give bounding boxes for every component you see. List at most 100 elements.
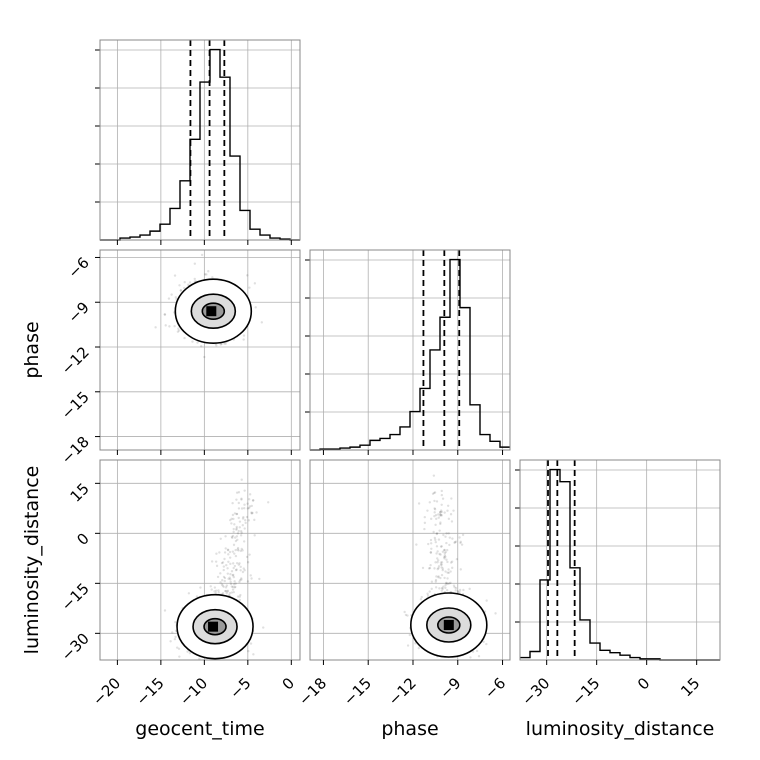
panel-phase-luminosity_distance: −18 −15 −12 −9 −6 (295, 459, 511, 709)
sample-point (253, 282, 257, 285)
sample-point (187, 592, 191, 595)
sample-point (223, 557, 226, 561)
sample-point (485, 599, 488, 602)
sample-point (446, 548, 449, 552)
sample-point (443, 552, 447, 555)
sample-point (403, 610, 406, 614)
sample-point (443, 511, 446, 514)
sample-point (232, 527, 235, 531)
sample-point (485, 642, 488, 646)
sample-point (447, 571, 450, 574)
sample-point (238, 598, 242, 602)
sample-point (419, 598, 423, 601)
sample-point (240, 497, 243, 500)
sample-point (437, 565, 441, 568)
sample-point (239, 569, 242, 572)
sample-point (234, 539, 238, 543)
sample-point (433, 491, 437, 494)
sample-point (447, 568, 450, 571)
sample-point (454, 586, 458, 590)
sample-point (231, 550, 235, 553)
sample-point (207, 270, 210, 273)
sample-point (414, 642, 417, 645)
sample-point (231, 536, 234, 540)
sample-point (226, 567, 229, 570)
sample-point (408, 633, 412, 637)
panel-frame (99, 249, 301, 451)
sample-point (225, 563, 228, 567)
histogram-geocent_time (100, 48, 300, 241)
sample-point (441, 567, 444, 570)
sample-point (439, 522, 442, 526)
sample-point (210, 588, 213, 591)
sample-point (232, 590, 235, 594)
sample-point (449, 570, 452, 573)
sample-point (444, 570, 447, 573)
sample-point (232, 583, 236, 586)
sample-point (459, 568, 462, 571)
sample-point (176, 330, 180, 333)
sample-point (432, 474, 436, 477)
sample-point (224, 589, 227, 593)
sample-point (453, 586, 456, 589)
sample-point (224, 589, 228, 593)
sample-point (456, 589, 460, 593)
sample-point (458, 590, 461, 594)
sample-point (168, 325, 171, 328)
sample-point (237, 549, 240, 552)
sample-point (258, 577, 261, 581)
sample-point (173, 637, 177, 641)
sample-point (236, 532, 240, 535)
sample-point (171, 631, 174, 634)
sample-point (439, 510, 442, 514)
sample-point (437, 566, 440, 570)
sample-point (437, 559, 440, 562)
sample-point (239, 530, 243, 533)
tick-label-y: −12 (58, 343, 93, 378)
sample-point (440, 503, 443, 506)
sample-point (420, 595, 423, 599)
sample-point (430, 547, 433, 550)
sample-point (237, 516, 240, 520)
sample-point (216, 575, 220, 579)
sample-point (444, 535, 447, 538)
sample-point (243, 507, 246, 510)
sample-point (232, 530, 235, 534)
panel-phase-hist (305, 249, 511, 455)
sample-point (436, 567, 439, 571)
sample-point (177, 329, 181, 332)
sample-point (199, 586, 202, 589)
sample-point (167, 297, 171, 300)
sample-point (223, 579, 226, 583)
sample-point (439, 513, 443, 517)
sample-point (449, 561, 453, 564)
sample-point (223, 342, 226, 345)
tick-label-x: −6 (481, 674, 509, 702)
panel-frame (99, 459, 301, 661)
sample-point (433, 491, 436, 495)
sample-point (186, 650, 189, 653)
sample-point (428, 501, 432, 504)
sample-point (222, 565, 226, 568)
sample-point (440, 493, 444, 497)
tick-label-x: 0 (634, 674, 653, 693)
sample-point (440, 566, 443, 569)
sample-point (434, 578, 438, 582)
sample-point (242, 334, 246, 337)
sample-point (439, 521, 442, 524)
sample-point (235, 568, 238, 571)
sample-point (442, 585, 445, 588)
tick-label-x: −9 (436, 674, 464, 702)
sample-point (428, 590, 431, 593)
sample-point (243, 489, 246, 492)
sample-point (233, 523, 236, 526)
sample-point (246, 561, 250, 564)
sample-point (236, 548, 239, 551)
sample-point (243, 569, 246, 572)
sample-point (443, 576, 446, 580)
sample-point (215, 564, 219, 568)
sample-point (435, 517, 438, 521)
sample-point (459, 540, 462, 544)
sample-point (454, 540, 458, 543)
